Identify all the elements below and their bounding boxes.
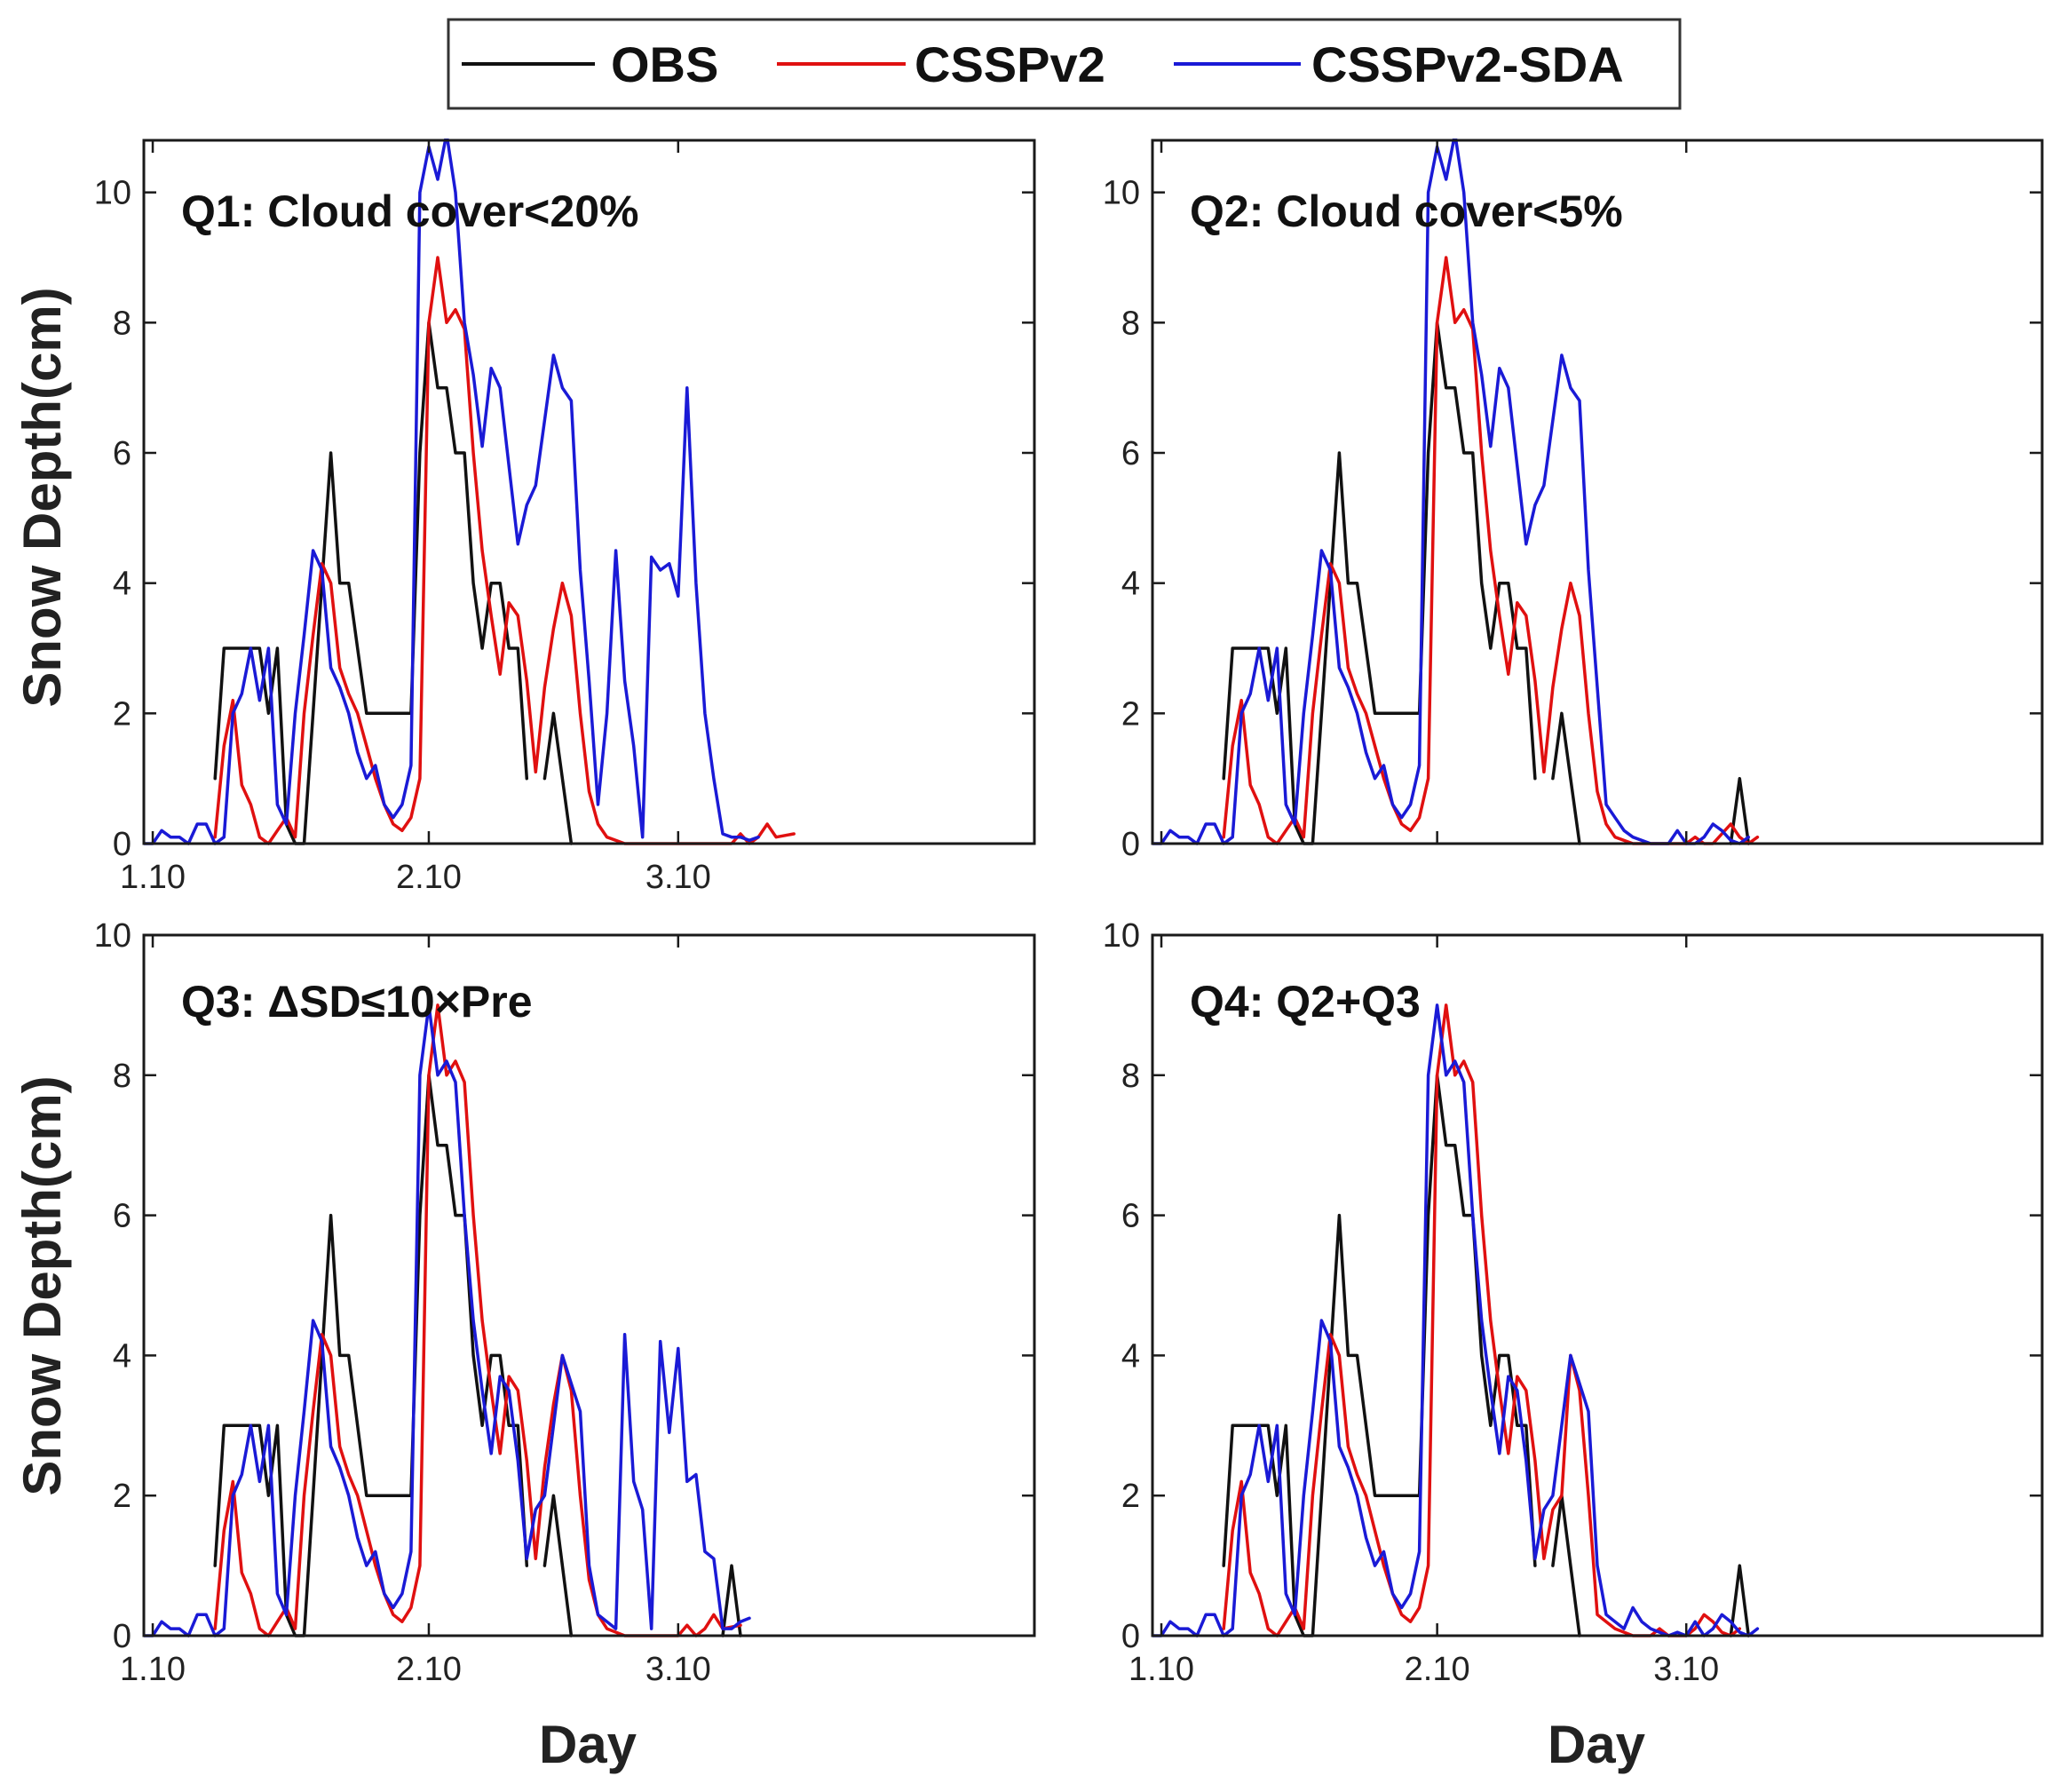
series-group — [1152, 139, 1760, 845]
axis-frame — [1151, 933, 2044, 1637]
y-tick-label: 2 — [113, 1478, 131, 1515]
x-tick-label: 3.10 — [645, 859, 711, 896]
y-tick-label: 8 — [1121, 1058, 1140, 1095]
y-tick-label: 6 — [1121, 1198, 1140, 1235]
y-tick-label: 2 — [1121, 1478, 1140, 1515]
legend-label-csspv2: CSSPv2 — [915, 36, 1105, 92]
x-tick-label: 3.10 — [1653, 1651, 1719, 1688]
legend: OBS CSSPv2 CSSPv2-SDA — [447, 18, 1682, 110]
axis-frame — [1151, 139, 2044, 845]
series-group — [144, 139, 796, 845]
y-tick-label: 10 — [1103, 917, 1140, 955]
panel-title: Q2: Cloud cover<5% — [1190, 186, 1623, 236]
legend-box — [447, 18, 1682, 110]
panel-q3: 0 2 4 6 8 10 1.10 2.10 3.10 Q3: ΔSD≤10×Pre — [94, 917, 1036, 1688]
series-line-csspv2 — [1222, 256, 1760, 845]
y-tick-label: 10 — [94, 917, 131, 955]
series-group — [144, 1003, 751, 1637]
x-axis-label-left: Day — [539, 1715, 637, 1774]
y-tick-label: 6 — [113, 1198, 131, 1235]
legend-label-obs: OBS — [611, 36, 718, 92]
panel-q1: 0 2 4 6 8 10 1.10 2.10 3.10 Q1: Cloud cover<20% — [94, 139, 1036, 896]
y-tick-label: 2 — [113, 695, 131, 733]
y-tick-label: 4 — [113, 566, 131, 603]
series-line-csspv2 — [213, 256, 796, 845]
panel-title: Q4: Q2+Q3 — [1190, 977, 1421, 1027]
y-tick-label: 2 — [1121, 695, 1140, 733]
axis-frame — [142, 139, 1036, 845]
legend-label-csspv2-sda: CSSPv2-SDA — [1311, 36, 1624, 92]
series-line-csspv2 — [213, 1003, 742, 1637]
y-tick-label: 4 — [113, 1337, 131, 1375]
x-tick-label: 3.10 — [645, 1651, 711, 1688]
series-line-csspv2-sda — [1152, 139, 1751, 845]
y-tick-label: 10 — [94, 175, 131, 212]
y-tick-label: 0 — [1121, 1618, 1140, 1655]
y-tick-label: 6 — [1121, 435, 1140, 472]
y-tick-label: 8 — [113, 305, 131, 342]
series-line-csspv2-sda — [144, 139, 760, 845]
y-tick-label: 6 — [113, 435, 131, 472]
series-group — [1152, 1003, 1760, 1637]
series-line-obs — [213, 321, 574, 845]
y-tick-label: 0 — [1121, 826, 1140, 863]
y-tick-label: 0 — [113, 1618, 131, 1655]
y-tick-label: 4 — [1121, 566, 1140, 603]
y-tick-label: 0 — [113, 826, 131, 863]
panel-title: Q3: ΔSD≤10×Pre — [181, 977, 533, 1027]
x-tick-label: 1.10 — [120, 859, 186, 896]
panel-q4: 0 2 4 6 8 10 1.10 2.10 3.10 Q4: Q2+Q3 — [1103, 917, 2044, 1688]
x-tick-label: 2.10 — [1405, 1651, 1470, 1688]
y-tick-label: 8 — [1121, 305, 1140, 342]
series-line-csspv2-sda — [1152, 1003, 1760, 1637]
x-axis-label-right: Day — [1548, 1715, 1646, 1774]
x-tick-label: 1.10 — [1128, 1651, 1194, 1688]
y-axis-label-bottom: Snow Depth(cm) — [12, 1075, 72, 1495]
x-tick-label: 2.10 — [396, 1651, 462, 1688]
panel-title: Q1: Cloud cover<20% — [181, 186, 638, 236]
series-line-csspv2-sda — [144, 1003, 751, 1637]
x-tick-label: 2.10 — [396, 859, 462, 896]
y-tick-label: 8 — [113, 1058, 131, 1095]
y-axis-label-top: Snow Depth(cm) — [12, 287, 72, 707]
y-tick-label: 10 — [1103, 175, 1140, 212]
series-line-obs — [1222, 321, 1751, 845]
x-tick-label: 1.10 — [120, 1651, 186, 1688]
y-tick-label: 4 — [1121, 1337, 1140, 1375]
panel-q2: 0 2 4 6 8 10 Q2: Cloud cover<5% — [1103, 139, 2044, 863]
axis-frame — [142, 933, 1036, 1637]
